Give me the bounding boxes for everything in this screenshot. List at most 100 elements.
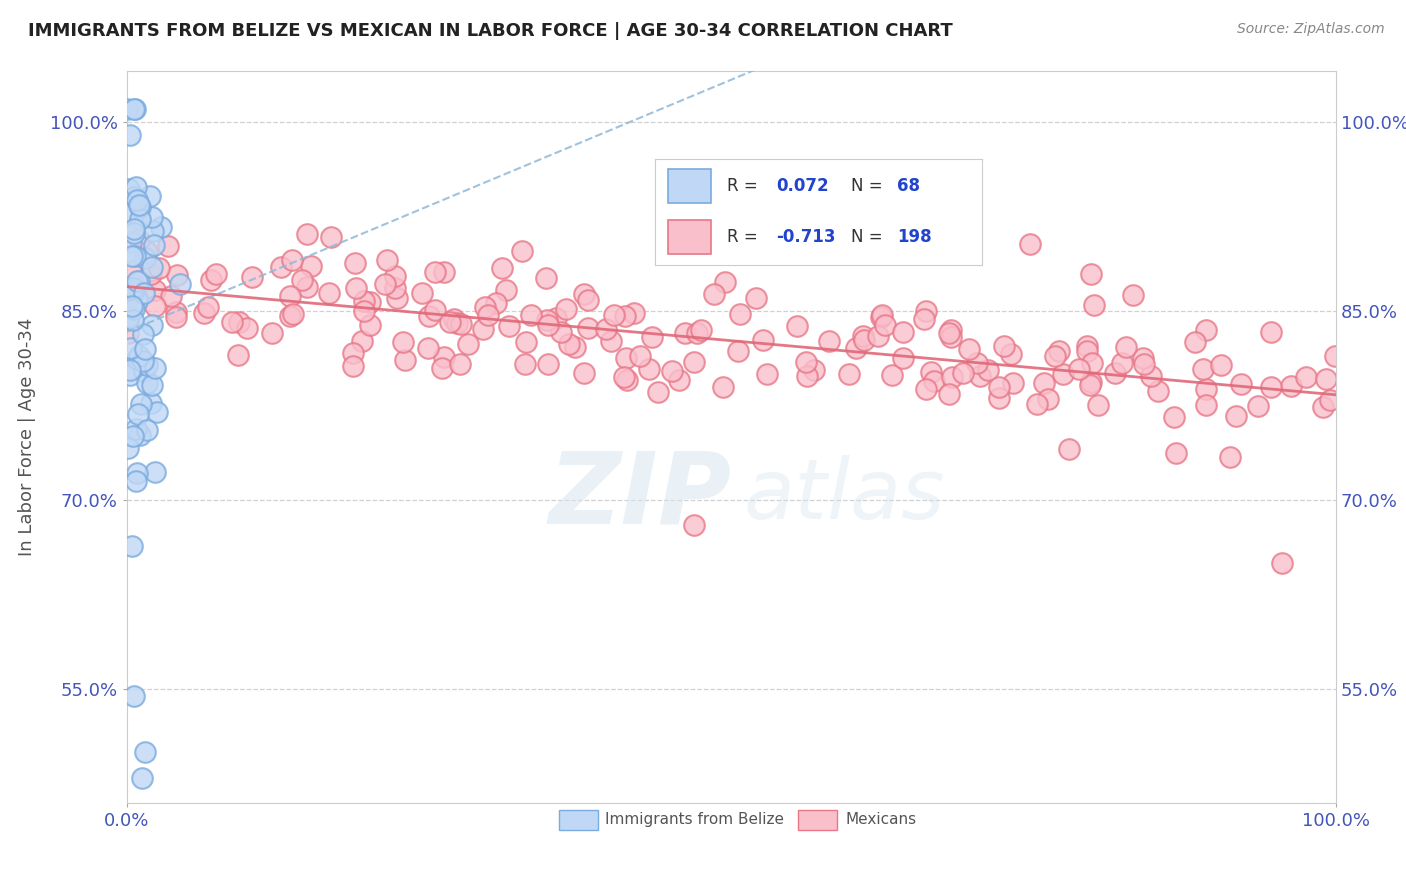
Text: N =: N = <box>852 178 889 195</box>
Point <box>124 689 146 703</box>
Point <box>165 310 187 324</box>
Point <box>122 301 145 315</box>
Point <box>141 318 163 333</box>
Point <box>139 396 162 410</box>
Point <box>118 368 141 382</box>
Point <box>138 189 160 203</box>
Point <box>873 318 896 332</box>
Point <box>134 251 156 265</box>
Point <box>869 310 891 324</box>
Point <box>122 429 145 443</box>
Point <box>132 364 155 378</box>
Point <box>117 441 139 455</box>
Point <box>121 285 143 299</box>
Point <box>450 317 472 331</box>
Point <box>1087 398 1109 412</box>
Point <box>299 259 322 273</box>
Point <box>952 366 974 380</box>
Point <box>647 385 669 400</box>
Point <box>1080 267 1102 281</box>
Point <box>520 309 543 323</box>
Point <box>595 322 617 336</box>
Point <box>125 466 148 480</box>
Point <box>1115 340 1137 354</box>
Point <box>638 362 661 376</box>
Point <box>430 361 453 376</box>
Point <box>1271 556 1294 570</box>
Point <box>1076 339 1098 353</box>
Point <box>439 315 461 329</box>
Point <box>205 267 228 281</box>
Point <box>987 380 1010 394</box>
Point <box>941 329 963 343</box>
Point <box>868 329 890 343</box>
Point <box>132 286 155 301</box>
Point <box>513 357 536 371</box>
Point <box>143 298 166 312</box>
Point <box>136 358 159 372</box>
Text: R =: R = <box>727 178 763 195</box>
Point <box>122 190 145 204</box>
Point <box>1191 361 1213 376</box>
Point <box>1295 369 1317 384</box>
Point <box>165 304 187 318</box>
Point <box>614 351 637 365</box>
Point <box>838 367 860 381</box>
Point <box>122 222 145 236</box>
Bar <box>668 169 711 203</box>
Point <box>623 306 645 320</box>
Point <box>132 354 155 368</box>
Point <box>536 271 558 285</box>
Point <box>142 238 165 252</box>
Text: -0.713: -0.713 <box>776 228 835 246</box>
Text: atlas: atlas <box>744 455 945 536</box>
Point <box>794 355 817 369</box>
Point <box>1045 349 1067 363</box>
Point <box>941 370 963 384</box>
Point <box>142 224 165 238</box>
Point <box>1036 392 1059 406</box>
Point <box>344 281 367 295</box>
Point <box>536 313 558 327</box>
Point <box>852 329 875 343</box>
Point <box>603 309 626 323</box>
Point <box>125 294 148 309</box>
Point <box>941 323 963 337</box>
Point <box>870 308 893 322</box>
Point <box>554 302 576 317</box>
Point <box>377 253 399 268</box>
Point <box>537 357 560 371</box>
Point <box>1026 396 1049 410</box>
Point <box>148 261 170 276</box>
Point <box>1047 343 1070 358</box>
Text: R =: R = <box>727 228 763 246</box>
Point <box>1195 398 1218 412</box>
Text: 198: 198 <box>897 228 932 246</box>
Point <box>125 292 148 306</box>
Point <box>425 265 447 279</box>
Point <box>197 301 219 315</box>
Point <box>728 307 751 321</box>
Point <box>1260 380 1282 394</box>
Point <box>1260 325 1282 339</box>
Point <box>558 337 581 351</box>
Point <box>938 326 960 341</box>
Point <box>131 771 153 785</box>
Point <box>128 233 150 247</box>
Point <box>938 386 960 401</box>
Point <box>359 318 381 332</box>
Point <box>880 368 903 383</box>
Point <box>537 318 560 333</box>
Text: Immigrants from Belize: Immigrants from Belize <box>605 813 785 827</box>
Point <box>1104 366 1126 380</box>
Point <box>1001 376 1024 391</box>
Point <box>457 337 479 351</box>
Point <box>1147 384 1170 398</box>
Point <box>1032 376 1054 390</box>
Point <box>384 281 406 295</box>
Point <box>359 295 381 310</box>
Point <box>124 102 146 116</box>
Point <box>546 310 568 325</box>
Point <box>124 301 146 316</box>
Point <box>969 368 991 383</box>
